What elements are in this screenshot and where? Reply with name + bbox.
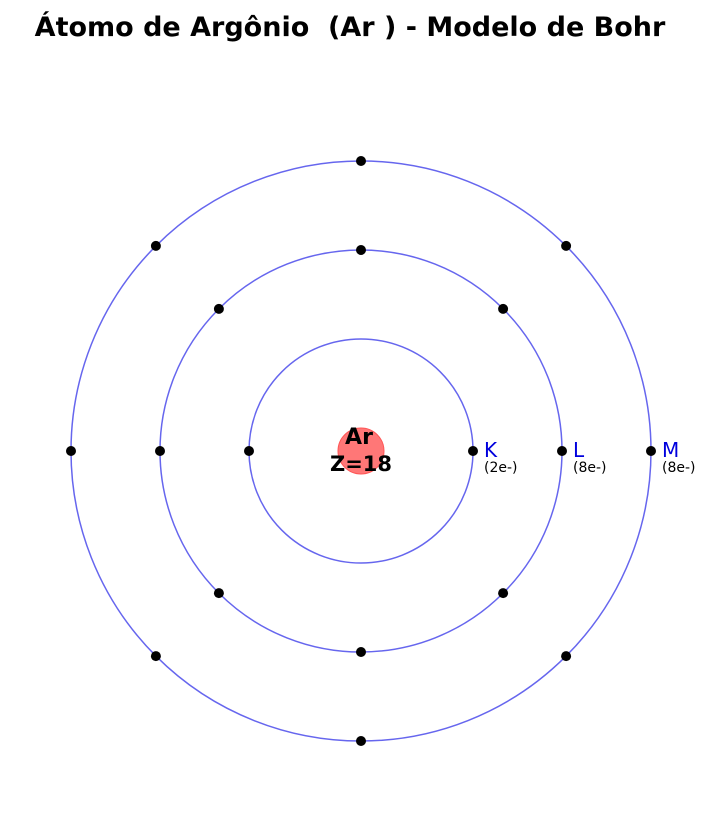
- electron-l: [213, 303, 224, 314]
- electron-l: [155, 446, 165, 456]
- electron-m: [646, 446, 656, 456]
- shell-labels: K(2e-)L(8e-)M(8e-): [484, 438, 696, 476]
- electron-l: [213, 588, 224, 599]
- electron-m: [356, 156, 366, 166]
- electron-l: [498, 588, 509, 599]
- electron-m: [561, 651, 572, 662]
- electron-k: [468, 446, 478, 456]
- electron-l: [557, 446, 567, 456]
- electrons: [66, 156, 656, 746]
- electron-l: [356, 245, 366, 255]
- electron-l: [356, 647, 366, 657]
- nucleus-symbol: Ar: [345, 425, 373, 450]
- electron-m: [356, 736, 366, 746]
- electron-m: [561, 240, 572, 251]
- electron-m: [150, 651, 161, 662]
- electron-k: [244, 446, 254, 456]
- electron-m: [150, 240, 161, 251]
- electron-l: [498, 303, 509, 314]
- shell-name-m: M: [662, 438, 679, 462]
- nucleus-group: Ar Z=18: [330, 425, 392, 476]
- shell-count-l: (8e-): [573, 460, 607, 476]
- shell-count-m: (8e-): [662, 460, 696, 476]
- shell-name-l: L: [573, 438, 585, 462]
- shell-name-k: K: [484, 438, 498, 462]
- nucleus: [337, 427, 385, 475]
- diagram-title: Átomo de Argônio (Ar ) - Modelo de Bohr: [34, 12, 666, 43]
- electron-m: [66, 446, 76, 456]
- shell-count-k: (2e-): [484, 460, 518, 476]
- nucleus-atomic-number: Z=18: [330, 452, 392, 476]
